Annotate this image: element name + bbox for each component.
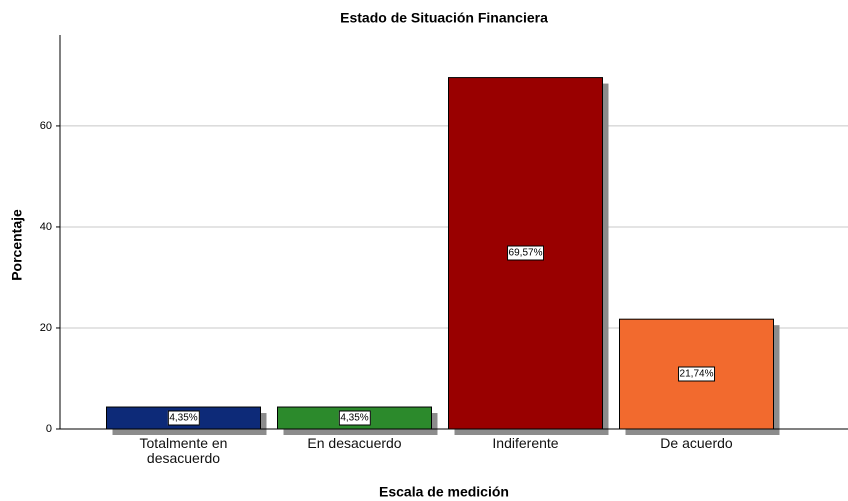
value-label: 69,57% [506, 245, 545, 261]
x-axis-label: Escala de medición [379, 484, 509, 500]
y-tick-label: 0 [46, 423, 52, 435]
x-tick-label: Totalmente en desacuerdo [139, 435, 228, 466]
y-tick-label: 60 [40, 120, 52, 132]
x-tick-label: De acuerdo [660, 435, 733, 451]
y-axis-label: Porcentaje [9, 209, 25, 281]
x-tick-label: Indiferente [492, 435, 559, 451]
y-tick-label: 40 [40, 221, 52, 233]
chart-title: Estado de Situación Financiera [340, 10, 548, 26]
value-label: 4,35% [338, 410, 371, 426]
y-tick-label: 20 [40, 322, 52, 334]
value-label: 21,74% [677, 366, 716, 382]
x-tick-label: En desacuerdo [307, 435, 402, 451]
value-label: 4,35% [167, 410, 200, 426]
